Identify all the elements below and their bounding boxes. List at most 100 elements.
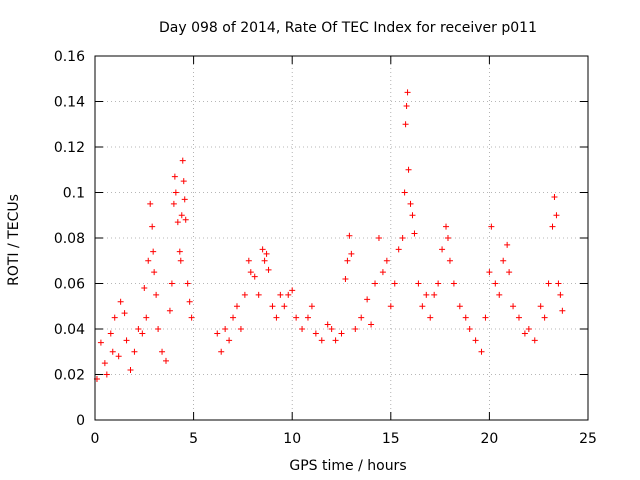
- data-point: [182, 216, 189, 223]
- data-point: [263, 250, 270, 257]
- data-point: [180, 178, 187, 185]
- data-point: [115, 353, 122, 360]
- data-point: [352, 326, 359, 332]
- data-point: [407, 200, 414, 207]
- y-tick-label: 0.1: [63, 186, 85, 202]
- data-point: [127, 366, 134, 373]
- data-point: [419, 303, 426, 310]
- y-tick-label: 0.08: [54, 231, 85, 247]
- data-point: [549, 223, 556, 230]
- data-point: [409, 212, 416, 219]
- data-point: [150, 248, 157, 255]
- data-point: [364, 296, 371, 303]
- data-point: [555, 280, 562, 287]
- data-point: [265, 266, 272, 273]
- gridlines: [95, 56, 588, 420]
- y-tick-label: 0.04: [54, 322, 85, 338]
- data-point: [109, 348, 116, 355]
- y-tick-label: 0.12: [54, 140, 85, 156]
- data-point: [391, 280, 398, 287]
- data-point: [358, 314, 365, 321]
- data-point: [261, 257, 268, 264]
- data-point: [179, 157, 186, 164]
- data-point: [226, 337, 233, 344]
- data-point: [342, 275, 349, 282]
- data-point: [482, 314, 489, 321]
- data-point: [559, 307, 566, 314]
- data-point: [304, 314, 311, 321]
- data-point: [324, 321, 331, 328]
- data-point: [348, 250, 355, 257]
- data-point: [537, 303, 544, 310]
- data-point: [456, 303, 463, 310]
- data-point: [506, 269, 513, 276]
- data-point: [557, 291, 564, 298]
- data-point: [172, 189, 179, 196]
- data-point: [145, 257, 152, 264]
- data-point: [255, 291, 262, 298]
- data-point: [139, 330, 146, 337]
- data-point: [289, 287, 296, 294]
- data-point: [151, 269, 158, 276]
- data-point: [541, 314, 548, 321]
- data-point: [492, 280, 499, 287]
- data-point: [285, 291, 292, 298]
- data-point: [269, 303, 276, 310]
- data-point: [405, 166, 412, 173]
- x-tick-label: 0: [91, 431, 100, 447]
- data-point: [328, 326, 335, 332]
- data-point: [553, 212, 560, 219]
- data-point: [443, 223, 450, 230]
- data-point: [166, 307, 173, 314]
- y-tick-label: 0.06: [54, 277, 85, 293]
- data-point: [531, 337, 538, 344]
- data-point: [218, 348, 225, 355]
- data-point: [504, 241, 511, 248]
- data-point: [251, 273, 258, 280]
- data-point: [155, 326, 162, 332]
- data-point: [510, 303, 517, 310]
- data-point: [368, 321, 375, 328]
- data-point: [293, 314, 300, 321]
- data-point: [344, 257, 351, 264]
- data-point: [149, 223, 156, 230]
- data-point: [97, 339, 104, 346]
- data-point: [111, 314, 118, 321]
- data-point: [435, 280, 442, 287]
- data-point: [159, 348, 166, 355]
- x-axis-label: GPS time / hours: [289, 458, 406, 474]
- data-point: [117, 298, 124, 305]
- data-point: [153, 291, 160, 298]
- data-point: [387, 303, 394, 310]
- data-point: [168, 280, 175, 287]
- data-point: [101, 360, 108, 367]
- data-point: [375, 235, 382, 241]
- data-point: [171, 173, 178, 180]
- data-point: [259, 246, 266, 253]
- data-point: [404, 89, 411, 96]
- x-tick-label: 25: [579, 431, 597, 447]
- data-point: [103, 371, 110, 378]
- data-point: [214, 330, 221, 337]
- data-point: [402, 121, 409, 128]
- data-point: [121, 310, 128, 317]
- data-point: [273, 314, 280, 321]
- data-point: [551, 194, 558, 201]
- data-point: [177, 257, 184, 264]
- data-point: [241, 291, 248, 298]
- data-point: [415, 280, 422, 287]
- data-point: [332, 337, 339, 344]
- data-point: [462, 314, 469, 321]
- data-point: [188, 314, 195, 321]
- x-tick-label: 5: [189, 431, 198, 447]
- data-point: [131, 348, 138, 355]
- data-point: [444, 235, 451, 241]
- y-tick-label: 0.16: [54, 49, 85, 65]
- data-point: [178, 212, 185, 219]
- data-point: [439, 246, 446, 253]
- data-point: [230, 314, 237, 321]
- data-point: [338, 330, 345, 337]
- data-point: [500, 257, 507, 264]
- data-point: [170, 200, 177, 207]
